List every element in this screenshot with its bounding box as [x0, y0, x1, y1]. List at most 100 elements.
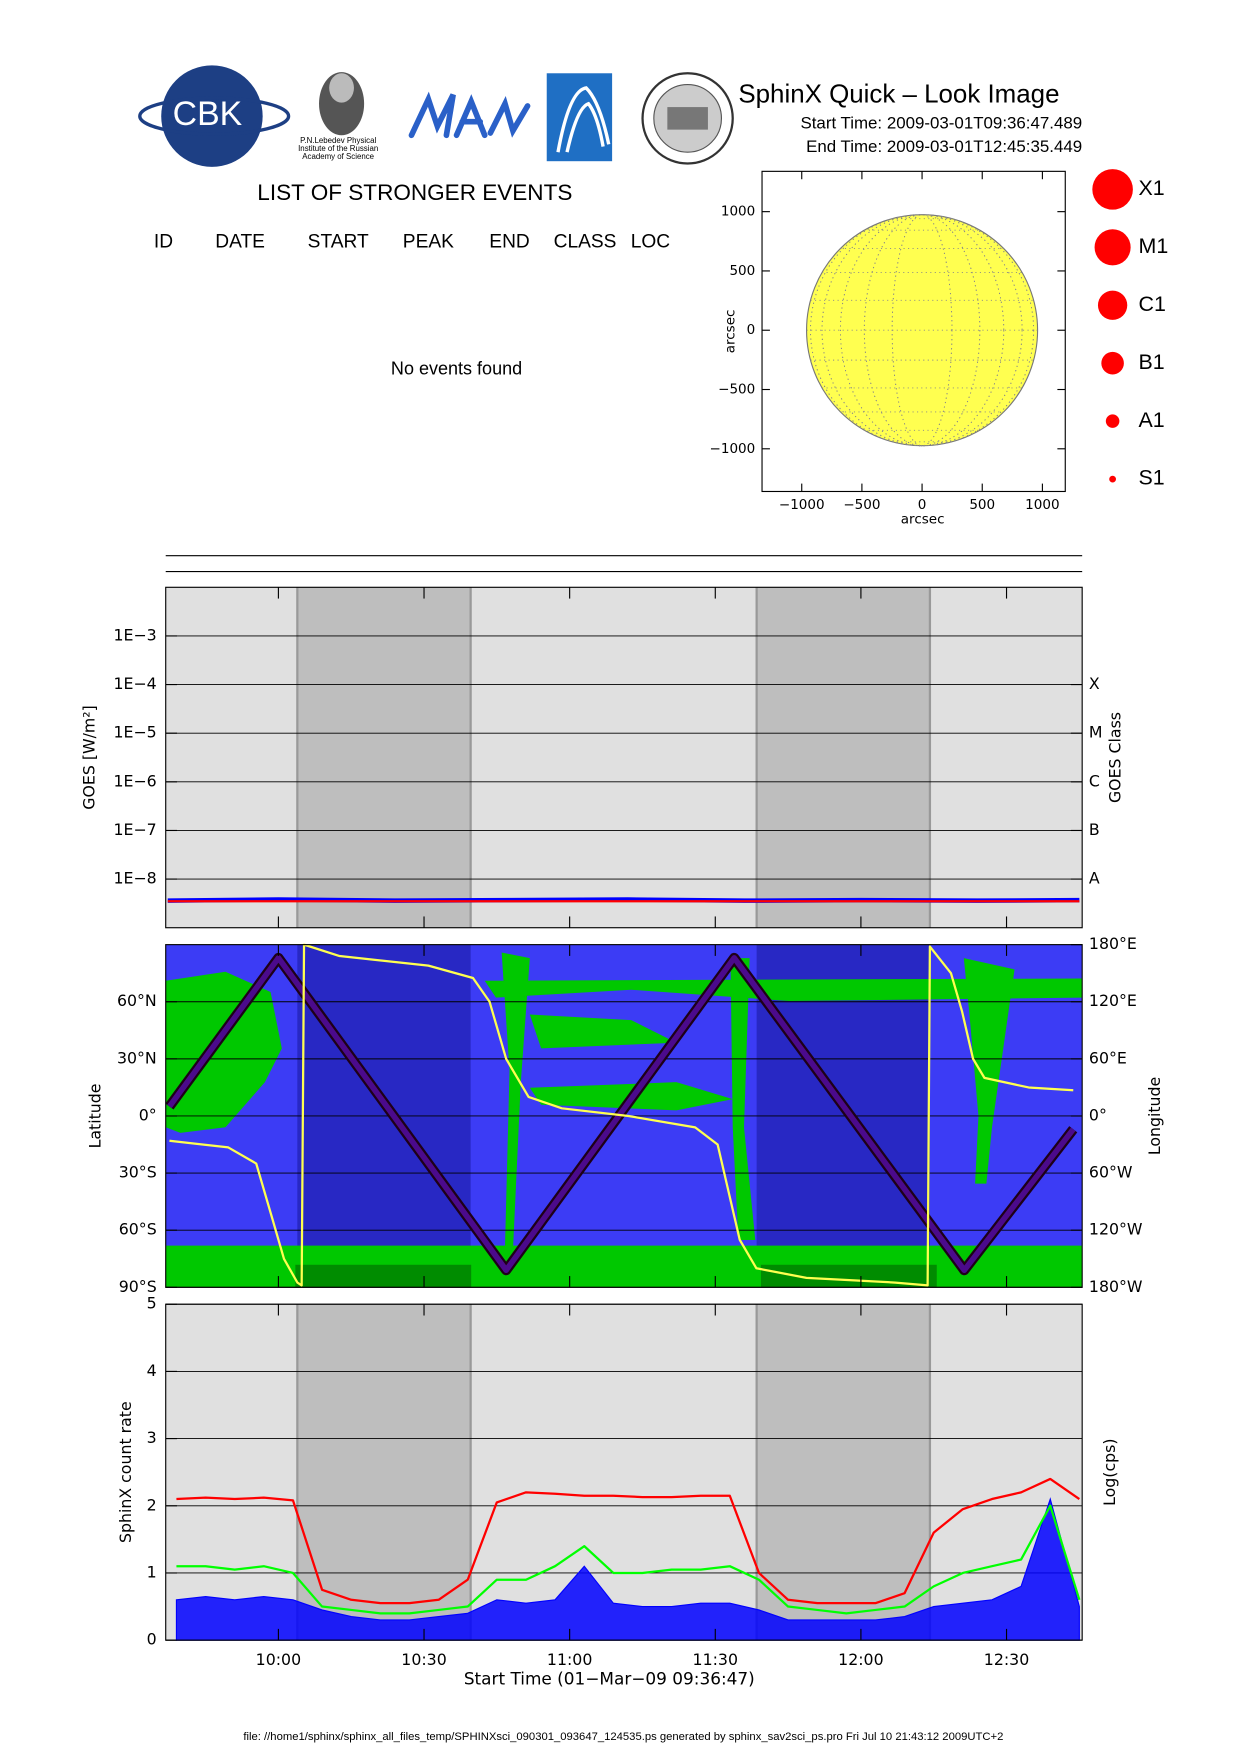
legend-label: X1 [1139, 176, 1165, 200]
land [501, 952, 530, 1252]
events-title: LIST OF STRONGER EVENTS [257, 180, 572, 205]
mifi-stroke [453, 94, 488, 139]
sun-grid [821, 214, 1023, 447]
y-tick-label: −1000 [710, 441, 756, 457]
legend-dot [1092, 169, 1133, 210]
events-message: No events found [391, 359, 522, 379]
y2-tick-label: C [1089, 771, 1100, 790]
cbk-disk [161, 65, 263, 167]
y-tick-label: 0 [147, 1630, 157, 1649]
iki-arcs [556, 86, 611, 153]
y-tick-label: 1E−3 [113, 625, 156, 644]
legend-dot [1094, 229, 1131, 266]
events-column: CLASS [554, 231, 617, 252]
y-tick-label: 1E−4 [113, 674, 156, 693]
y-tick-label: 1E−8 [113, 869, 156, 888]
y2-tick-label: 60°W [1089, 1163, 1133, 1182]
page-title: SphinX Quick – Look Image [738, 81, 1059, 109]
sun-grid [863, 214, 981, 447]
plot-frame [165, 944, 1083, 1288]
x-tick-label: −500 [843, 497, 880, 513]
y-tick-label: 60°S [119, 1220, 157, 1239]
y-tick-label: 30°N [117, 1048, 157, 1067]
y-tick-label: 90°S [119, 1277, 157, 1296]
x-tick-label: 12:00 [838, 1650, 883, 1669]
end-time: End Time: 2009-03-01T12:45:35.449 [806, 137, 1082, 156]
land [730, 958, 756, 1240]
sun-grid [839, 214, 1005, 447]
land [165, 971, 282, 1133]
iki-logo [546, 73, 613, 162]
events-column: PEAK [403, 231, 454, 252]
y2-tick-label: 180°W [1089, 1277, 1143, 1296]
line [176, 1477, 1080, 1605]
legend-dot [1109, 475, 1116, 483]
land-masses [165, 952, 1083, 1288]
y-tick-label: 30°S [119, 1163, 157, 1182]
sun-disk [805, 214, 1039, 447]
cbk-text: CBK [173, 95, 243, 133]
y-tick-label: 5 [147, 1294, 157, 1313]
x-tick-label: 10:30 [401, 1650, 446, 1669]
line [176, 1504, 1081, 1615]
events-column: DATE [215, 231, 265, 252]
plot-frame [761, 170, 1066, 493]
y-tick-label: 1000 [721, 204, 755, 220]
events-column: END [489, 231, 529, 252]
x-tick-label: −1000 [779, 497, 825, 513]
x-tick-label: 10:00 [256, 1650, 301, 1669]
x-axis-label: arcsec [901, 512, 945, 528]
legend-label: M1 [1139, 234, 1169, 258]
y-tick-label: 3 [147, 1428, 157, 1447]
footer: file: //home1/sphinx/sphinx_all_files_te… [243, 1731, 1003, 1743]
y-tick-label: 1E−6 [113, 771, 156, 790]
legend-label: C1 [1139, 292, 1166, 316]
sun-grid [891, 214, 953, 447]
y2-tick-label: B [1089, 820, 1100, 839]
lebedev-text: P.N.Lebedev Physical [300, 136, 376, 145]
x-tick-label: 11:00 [547, 1650, 592, 1669]
x-tick-label: 1000 [1025, 497, 1059, 513]
y2-tick-label: 180°E [1089, 934, 1137, 953]
axis-label: Longitude [1145, 1077, 1164, 1155]
axis-label: GOES Class [1105, 712, 1124, 803]
legend-dot [1097, 290, 1128, 320]
y2-tick-label: A [1089, 869, 1100, 888]
night-shade [297, 587, 471, 928]
x-axis-label: Start Time (01−Mar−09 09:36:47) [464, 1669, 755, 1689]
y-tick-label: 2 [147, 1495, 157, 1514]
land [963, 958, 1015, 1184]
axis-label: arcsec [722, 310, 738, 354]
plot-frame [165, 1303, 1083, 1641]
y2-tick-label: 0° [1089, 1105, 1107, 1124]
y2-tick-label: 60°E [1089, 1048, 1127, 1067]
line [169, 943, 1074, 1287]
seal-building [667, 107, 708, 130]
events-column: LOC [631, 231, 671, 252]
night-shade [756, 1304, 930, 1641]
land [484, 978, 1083, 1001]
x-tick-label: 11:30 [693, 1650, 738, 1669]
y-tick-label: 0° [139, 1105, 157, 1124]
y-tick-label: 4 [147, 1361, 157, 1380]
start-time: Start Time: 2009-03-01T09:36:47.489 [800, 113, 1082, 132]
mifi-logo [408, 91, 531, 139]
lebedev-text: Academy of Science [302, 152, 374, 161]
x-tick-label: 500 [969, 497, 995, 513]
events-column: ID [154, 231, 173, 252]
cbk-ring [138, 96, 291, 136]
axis-label: SphinX count rate [116, 1401, 135, 1543]
y2-tick-label: 120°E [1089, 991, 1137, 1010]
y2-tick-label: X [1089, 674, 1100, 693]
cbk-logo: CBK [138, 65, 291, 167]
y2-tick-label: M [1089, 723, 1103, 742]
seal-logo [641, 72, 734, 165]
night-shade [756, 587, 930, 928]
land-night [295, 1264, 472, 1288]
plot-frame [165, 586, 1083, 929]
legend-dot [1101, 351, 1124, 375]
axis-label: GOES [W/m²] [80, 705, 99, 809]
sun-grid [810, 214, 1035, 447]
